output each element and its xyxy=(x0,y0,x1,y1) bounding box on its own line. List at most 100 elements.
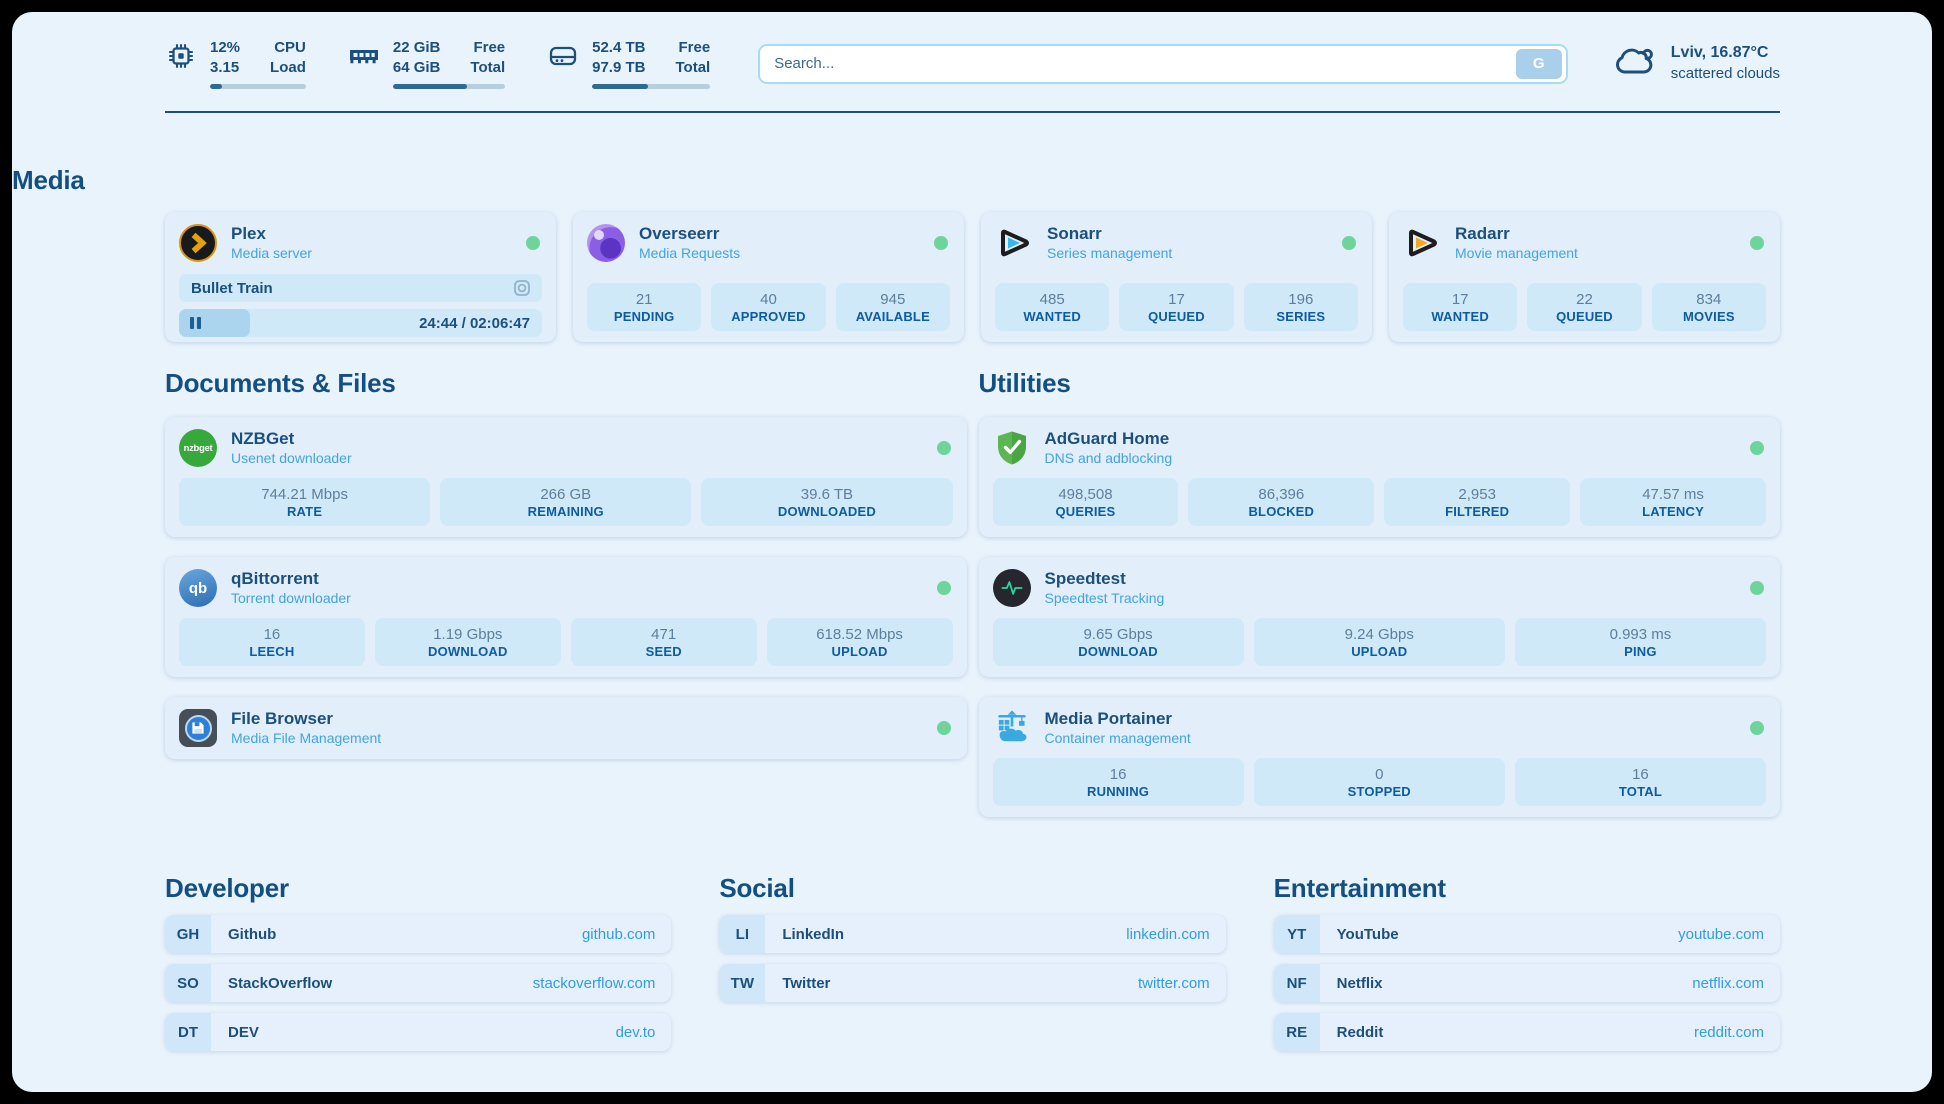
ram-progress-bar xyxy=(392,84,506,89)
stat: 21 PENDING xyxy=(587,283,702,331)
stat-value: 47.57 ms xyxy=(1642,485,1704,503)
bookmark-stackoverflow[interactable]: SO StackOverflow stackoverflow.com xyxy=(165,964,672,1002)
cpu-load-value: 3.15 xyxy=(210,58,240,76)
disk-progress-bar xyxy=(592,84,711,89)
bookmark-reddit[interactable]: RE Reddit reddit.com xyxy=(1273,1013,1780,1051)
bookmark-name: YouTube xyxy=(1336,925,1399,943)
adguard-icon xyxy=(993,429,1031,467)
filebrowser-card[interactable]: File Browser Media File Management xyxy=(165,697,967,759)
bookmark-abbr: RE xyxy=(1273,1013,1320,1051)
bookmark-name: Github xyxy=(228,925,277,943)
online-status-dot xyxy=(936,721,951,735)
bookmark-url[interactable]: github.com xyxy=(581,925,656,943)
bookmark-abbr: YT xyxy=(1273,915,1320,953)
weather-location-temp: Lviv, 16.87°C xyxy=(1670,44,1769,62)
stat: 47.57 ms LATENCY xyxy=(1580,478,1766,526)
stat-value: 0 xyxy=(1375,765,1384,783)
nzbget-card[interactable]: nzbget NZBGet Usenet downloader 744.21 M… xyxy=(165,417,967,537)
sonarr-card[interactable]: Sonarr Series management 485 WANTED 17 Q… xyxy=(981,212,1372,342)
bookmark-url[interactable]: stackoverflow.com xyxy=(532,974,656,992)
playback-progress-bar: 24:44 / 02:06:47 xyxy=(179,309,542,337)
bookmark-url[interactable]: linkedin.com xyxy=(1126,925,1210,943)
stat-value: 471 xyxy=(651,625,677,643)
bookmark-url[interactable]: netflix.com xyxy=(1692,974,1764,992)
stat-value: 17 xyxy=(1168,290,1185,308)
stat-label: DOWNLOADED xyxy=(777,503,876,519)
app-subtitle: Media File Management xyxy=(231,729,382,746)
stat-label: UPLOAD xyxy=(831,643,888,659)
app-title: Sonarr xyxy=(1047,224,1102,244)
radarr-card[interactable]: Radarr Movie management 17 WANTED 22 QUE… xyxy=(1389,212,1780,342)
app-title: NZBGet xyxy=(231,429,295,449)
stat-value: 39.6 TB xyxy=(800,485,854,503)
stat: 9.65 Gbps DOWNLOAD xyxy=(992,618,1244,666)
portainer-card[interactable]: Media Portainer Container management 16 … xyxy=(978,697,1780,817)
stat-label: QUEUED xyxy=(1148,308,1205,324)
bookmark-netflix[interactable]: NF Netflix netflix.com xyxy=(1273,964,1780,1002)
stat-label: STOPPED xyxy=(1347,783,1411,799)
stat-label: UPLOAD xyxy=(1351,643,1408,659)
bookmark-youtube[interactable]: YT YouTube youtube.com xyxy=(1273,915,1780,953)
stat: 498,508 QUERIES xyxy=(992,478,1179,526)
app-subtitle: Series management xyxy=(1047,244,1173,261)
stat-value: 22 xyxy=(1576,290,1593,308)
stat-label: AVAILABLE xyxy=(855,308,930,324)
bookmark-url[interactable]: dev.to xyxy=(615,1023,656,1041)
stat: 1.19 Gbps DOWNLOAD xyxy=(374,618,561,666)
sonarr-icon xyxy=(995,224,1033,262)
cloud-icon xyxy=(1612,43,1658,84)
entertainment-section-title: Entertainment xyxy=(1273,873,1446,903)
search-engine-button[interactable]: G xyxy=(1515,48,1562,79)
stat-label: PING xyxy=(1624,643,1657,659)
stat-label: MOVIES xyxy=(1682,308,1735,324)
stat-label: DOWNLOAD xyxy=(1078,643,1158,659)
search-input[interactable] xyxy=(760,55,1516,72)
utilities-column: Utilities AdGuard Home DNS and adblockin… xyxy=(978,368,1780,817)
stat-value: 9.65 Gbps xyxy=(1083,625,1153,643)
overseerr-card[interactable]: Overseerr Media Requests 21 PENDING 40 A… xyxy=(573,212,964,342)
app-subtitle: Usenet downloader xyxy=(231,449,352,466)
bookmark-linkedin[interactable]: LI LinkedIn linkedin.com xyxy=(719,915,1226,953)
search-bar[interactable]: G xyxy=(758,43,1568,84)
bookmark-dev[interactable]: DT DEV dev.to xyxy=(165,1013,672,1051)
plex-card[interactable]: Plex Media server Bullet Train xyxy=(165,212,556,342)
online-status-dot xyxy=(1750,721,1764,735)
app-title: AdGuard Home xyxy=(1044,429,1170,449)
online-status-dot xyxy=(934,236,948,250)
online-status-dot xyxy=(1750,581,1764,595)
online-status-dot xyxy=(1750,441,1764,455)
bookmark-url[interactable]: youtube.com xyxy=(1678,925,1764,943)
bookmark-name: DEV xyxy=(228,1023,259,1041)
bookmark-abbr: SO xyxy=(165,964,211,1002)
session-thumbnail-icon[interactable] xyxy=(512,278,532,298)
stat-label: APPROVED xyxy=(731,308,806,324)
stat-value: 16 xyxy=(1632,765,1649,783)
qbittorrent-card[interactable]: qb qBittorrent Torrent downloader 16 LEE… xyxy=(165,557,967,677)
bookmark-twitter[interactable]: TW Twitter twitter.com xyxy=(719,964,1226,1002)
stat: 17 QUEUED xyxy=(1119,283,1234,331)
stat-label: WANTED xyxy=(1023,308,1081,324)
bookmark-name: Twitter xyxy=(782,974,831,992)
stat: 618.52 Mbps UPLOAD xyxy=(766,618,953,666)
stat-value: 834 xyxy=(1696,290,1722,308)
app-subtitle: Media server xyxy=(231,244,312,261)
stat-label: REMAINING xyxy=(527,503,604,519)
disk-free-label: Free xyxy=(678,39,711,56)
ram-free-value: 22 GiB xyxy=(392,39,441,56)
adguard-card[interactable]: AdGuard Home DNS and adblocking 498,508 … xyxy=(978,417,1780,537)
stat-value: 485 xyxy=(1039,290,1065,308)
bookmark-url[interactable]: twitter.com xyxy=(1137,974,1210,992)
overseerr-icon xyxy=(587,224,625,262)
system-widgets: 12% CPU 3.15 Load xyxy=(165,38,711,89)
stat: 40 APPROVED xyxy=(711,283,826,331)
speedtest-card[interactable]: Speedtest Speedtest Tracking 9.65 Gbps D… xyxy=(978,557,1780,677)
bookmark-url[interactable]: reddit.com xyxy=(1693,1023,1764,1041)
developer-section-title: Developer xyxy=(165,873,289,903)
bookmark-github[interactable]: GH Github github.com xyxy=(165,915,672,953)
weather-widget: Lviv, 16.87°C scattered clouds xyxy=(1612,43,1780,84)
stat-label: FILTERED xyxy=(1445,503,1510,519)
app-subtitle: Media Requests xyxy=(639,244,741,261)
stat: 9.24 Gbps UPLOAD xyxy=(1253,618,1505,666)
social-section-title: Social xyxy=(719,873,795,903)
stat-value: 1.19 Gbps xyxy=(433,625,503,643)
